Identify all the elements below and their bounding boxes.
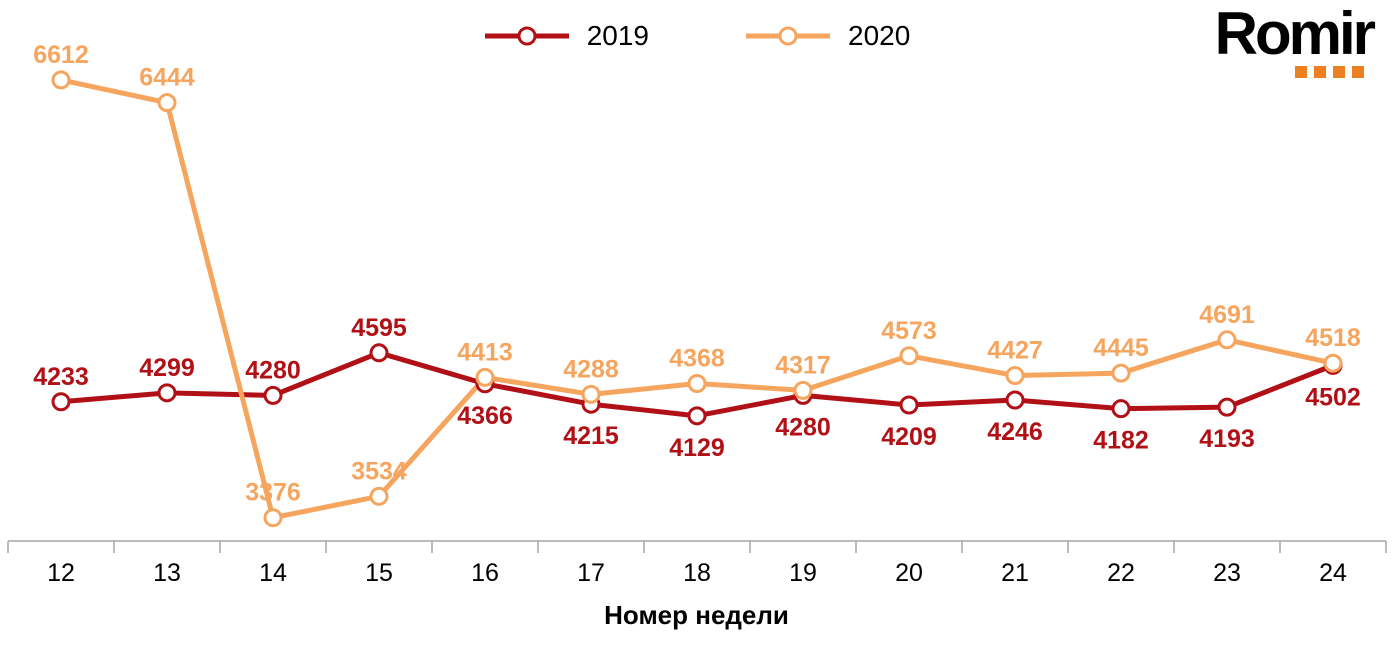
data-label-2019-22: 4182 bbox=[1093, 427, 1149, 455]
romir-logo-dots bbox=[1294, 66, 1373, 78]
x-tick-label: 14 bbox=[259, 559, 287, 587]
x-tick-label: 16 bbox=[471, 559, 499, 587]
data-point-2020-21 bbox=[1005, 366, 1025, 386]
data-point-2019-23 bbox=[1217, 397, 1237, 417]
data-label-2019-17: 4215 bbox=[563, 422, 619, 450]
x-tick-label: 13 bbox=[153, 559, 181, 587]
data-label-2020-12: 6612 bbox=[33, 41, 89, 69]
data-label-2020-18: 4368 bbox=[669, 345, 725, 373]
data-label-2019-20: 4209 bbox=[881, 423, 937, 451]
data-label-2019-23: 4193 bbox=[1199, 425, 1255, 453]
data-label-2019-13: 4299 bbox=[139, 354, 195, 382]
data-point-2019-15 bbox=[369, 343, 389, 363]
romir-logo: Romir bbox=[1214, 0, 1376, 78]
data-label-2020-19: 4317 bbox=[775, 351, 831, 379]
data-label-2019-16: 4366 bbox=[457, 402, 513, 430]
x-tick-label: 23 bbox=[1213, 559, 1241, 587]
data-point-2019-22 bbox=[1111, 399, 1131, 419]
x-tick-label: 12 bbox=[47, 559, 75, 587]
line-chart: 12 13 14 15 16 17 18 19 20 21 22 23 24 4233 4299 4280 45… bbox=[7, 41, 1387, 587]
logo-dot bbox=[1351, 66, 1364, 78]
x-tick-label: 24 bbox=[1319, 559, 1347, 587]
data-label-2020-17: 4288 bbox=[563, 355, 619, 383]
data-point-2019-20 bbox=[899, 395, 919, 415]
data-label-2019-15: 4595 bbox=[351, 314, 407, 342]
data-point-2019-18 bbox=[687, 406, 707, 426]
data-point-2020-24 bbox=[1323, 353, 1343, 373]
data-label-2019-24: 4502 bbox=[1305, 383, 1361, 411]
data-label-2019-19: 4280 bbox=[775, 413, 831, 441]
data-point-2019-14 bbox=[263, 385, 283, 405]
data-label-2020-24: 4518 bbox=[1305, 324, 1361, 352]
data-point-2020-20 bbox=[899, 346, 919, 366]
data-point-2020-18 bbox=[687, 374, 707, 394]
x-tick-label: 15 bbox=[365, 559, 393, 587]
data-point-2020-15 bbox=[369, 486, 389, 506]
data-label-2020-13: 6444 bbox=[139, 64, 195, 92]
x-axis-title: Номер недели bbox=[604, 600, 789, 630]
x-tick-label: 20 bbox=[895, 559, 923, 587]
data-point-2020-23 bbox=[1217, 330, 1237, 350]
data-point-2020-13 bbox=[157, 93, 177, 113]
x-tick-label: 19 bbox=[789, 559, 817, 587]
data-point-2020-19 bbox=[793, 380, 813, 400]
data-label-2020-22: 4445 bbox=[1093, 334, 1149, 362]
data-point-2020-16 bbox=[475, 367, 495, 387]
data-point-2020-12 bbox=[51, 70, 71, 90]
data-point-2019-21 bbox=[1005, 390, 1025, 410]
data-point-2020-14 bbox=[263, 508, 283, 528]
x-tick-label: 17 bbox=[577, 559, 605, 587]
data-point-2020-17 bbox=[581, 384, 601, 404]
data-label-2019-14: 4280 bbox=[245, 356, 301, 384]
logo-dot bbox=[1332, 66, 1345, 78]
data-label-2019-12: 4233 bbox=[33, 363, 89, 391]
x-tick-label: 22 bbox=[1107, 559, 1135, 587]
data-label-2020-14: 3376 bbox=[245, 479, 301, 507]
data-label-2019-21: 4246 bbox=[987, 418, 1043, 446]
romir-logo-text: Romir bbox=[1214, 0, 1376, 67]
x-tick-label: 18 bbox=[683, 559, 711, 587]
x-tick-label: 21 bbox=[1001, 559, 1029, 587]
data-point-2020-22 bbox=[1111, 363, 1131, 383]
data-point-2019-12 bbox=[51, 392, 71, 412]
data-label-2020-23: 4691 bbox=[1199, 301, 1255, 329]
data-point-2019-13 bbox=[157, 383, 177, 403]
logo-dot bbox=[1313, 66, 1326, 78]
data-label-2020-20: 4573 bbox=[881, 317, 937, 345]
logo-dot bbox=[1294, 66, 1307, 78]
data-label-2020-16: 4413 bbox=[457, 338, 513, 366]
data-label-2019-18: 4129 bbox=[669, 434, 725, 462]
data-label-2020-21: 4427 bbox=[987, 337, 1043, 365]
data-label-2020-15: 3534 bbox=[351, 457, 407, 485]
